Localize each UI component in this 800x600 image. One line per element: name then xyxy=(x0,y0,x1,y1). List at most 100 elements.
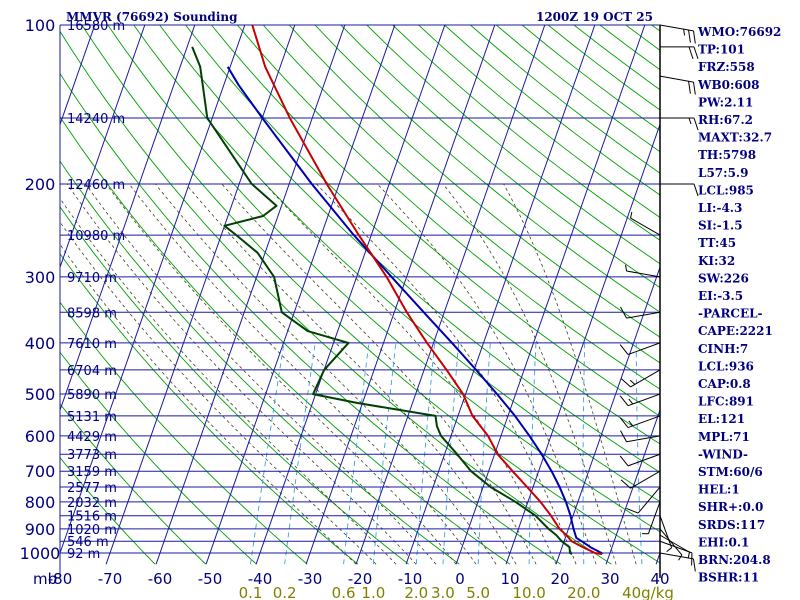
dry-adiabat xyxy=(211,25,660,417)
index-line: EHI:0.1 xyxy=(698,535,749,549)
pressure-label: 200 xyxy=(25,175,56,194)
temperature-trace xyxy=(251,25,603,556)
dry-adiabat xyxy=(60,301,308,565)
isotherm xyxy=(60,25,196,412)
temperature-tick-label: 40 xyxy=(650,570,669,588)
mixing-ratio-label: 1.0 xyxy=(361,584,385,600)
mixing-ratio-label: 0.6 xyxy=(332,584,356,600)
height-labels: 16580 m 14240 m 12460 m 10980 m 9710 m 8598 m… xyxy=(67,19,125,562)
moist-adiabat xyxy=(60,197,397,565)
moist-adiabat xyxy=(185,183,517,565)
isotherm xyxy=(105,25,296,565)
valid-time: 1200Z 19 OCT 25 xyxy=(536,10,653,24)
moist-adiabat xyxy=(264,183,557,565)
pressure-label: 600 xyxy=(25,427,56,446)
pressure-label: 300 xyxy=(25,268,56,287)
pressure-label: 500 xyxy=(25,385,56,404)
isotherm xyxy=(205,25,396,565)
wind-barb xyxy=(619,415,661,429)
isotherm xyxy=(355,25,546,565)
mixing-ratio-line xyxy=(442,342,460,565)
index-line: LFC:891 xyxy=(698,395,754,409)
height-label: 6704 m xyxy=(67,364,117,379)
index-line: SRDS:117 xyxy=(698,518,765,532)
temperature-tick-label: -40 xyxy=(248,570,273,588)
index-line: TT:45 xyxy=(698,236,736,250)
index-line: BSHR:11 xyxy=(698,571,759,585)
dry-adiabat xyxy=(314,25,660,313)
temperature-tick-label: 30 xyxy=(600,570,619,588)
isotherm xyxy=(505,122,660,565)
background-lines xyxy=(0,13,660,565)
height-label: 92 m xyxy=(67,547,100,562)
index-line: MAXT:32.7 xyxy=(698,131,772,145)
index-line: WB0:608 xyxy=(697,78,759,92)
index-line: -WIND- xyxy=(698,447,748,461)
height-label: 10980 m xyxy=(67,229,125,244)
isotherm xyxy=(0,13,49,564)
dry-adiabat xyxy=(60,403,207,565)
dry-adiabat xyxy=(159,25,660,473)
mixing-ratio-line xyxy=(343,342,370,565)
mixing-ratio-line xyxy=(582,342,586,565)
index-line: WMO:76692 xyxy=(697,25,781,39)
moist-adiabat xyxy=(60,221,377,565)
height-label: 2577 m xyxy=(67,481,117,496)
wind-barb xyxy=(625,264,661,278)
dry-adiabat xyxy=(496,25,660,153)
index-line: CAP:0.8 xyxy=(698,377,751,391)
moist-adiabat xyxy=(85,183,437,565)
mixing-ratio-label: 3.0 xyxy=(431,584,455,600)
dry-adiabat xyxy=(60,206,409,565)
dry-adiabat xyxy=(573,25,660,91)
height-label: 5890 m xyxy=(67,388,117,403)
mixing-ratio-line xyxy=(415,342,436,565)
mixing-ratio-line xyxy=(528,342,537,565)
temperature-tick-label: 20 xyxy=(550,570,569,588)
dewpoint-trace xyxy=(191,46,573,555)
pressure-label: 900 xyxy=(25,520,56,539)
dry-adiabat xyxy=(133,25,660,503)
dry-adiabat xyxy=(521,25,660,132)
index-line: CAPE:2221 xyxy=(698,324,773,338)
pressure-label: 1000 xyxy=(20,544,61,563)
temperature-axis: -80 -70 -60 -50 -40 -30 -20 -10 0 10 20 30 40 xyxy=(48,570,670,588)
wind-barb xyxy=(659,24,696,44)
index-line: TH:5798 xyxy=(698,148,756,162)
temperature-tick-label: -50 xyxy=(198,570,223,588)
pressure-label: 800 xyxy=(25,493,56,512)
mixing-ratio-line xyxy=(284,342,316,565)
height-label: 5131 m xyxy=(67,410,117,425)
wind-barb xyxy=(659,75,696,95)
moist-adiabat xyxy=(105,183,457,565)
isotherm xyxy=(405,25,596,565)
height-label: 3159 m xyxy=(67,465,117,480)
temperature-tick-label: -80 xyxy=(48,570,73,588)
mixing-ratio-label: 10.0 xyxy=(512,584,545,600)
dry-adiabat xyxy=(60,253,359,565)
temperature-tick-label: -70 xyxy=(98,570,123,588)
height-label: 4429 m xyxy=(67,430,117,445)
dry-adiabat xyxy=(262,25,660,364)
index-line: LI:-4.3 xyxy=(698,201,742,215)
height-label: 12460 m xyxy=(67,178,125,193)
pressure-axis: 100 200 300 400 500 600 700 800 900 1000 xyxy=(20,16,61,563)
height-label: 2032 m xyxy=(67,496,117,511)
sounding-indices: WMO:76692 TP:101 FRZ:558 WB0:608 PW:2.11 RH:6… xyxy=(697,25,781,585)
index-line: SI:-1.5 xyxy=(698,219,743,233)
index-line: LCL:936 xyxy=(698,359,754,373)
mixing-ratio-label: 0.1 xyxy=(239,584,263,600)
isotherm xyxy=(605,408,660,565)
pressure-label: 400 xyxy=(25,334,56,353)
dry-adiabat xyxy=(60,30,612,565)
height-label: 546 m xyxy=(67,535,109,550)
height-label: 9710 m xyxy=(67,271,117,286)
mixing-ratio-line xyxy=(635,342,643,565)
wind-barb xyxy=(659,515,673,553)
temperature-tick-label: 10 xyxy=(500,570,519,588)
units-label: mb xyxy=(33,570,57,588)
station-title: MMVR (76692) Sounding xyxy=(66,10,238,24)
moist-adiabat xyxy=(316,183,577,565)
wind-barb xyxy=(620,430,661,443)
